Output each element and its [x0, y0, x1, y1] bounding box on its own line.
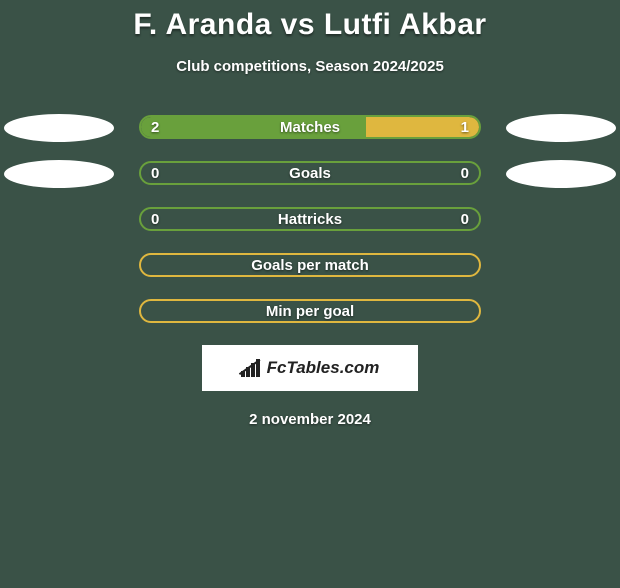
player-right-oval	[506, 160, 616, 188]
stat-label: Goals per match	[141, 255, 479, 275]
stat-label: Matches	[141, 117, 479, 137]
logo-text: FcTables.com	[267, 358, 380, 378]
stat-bar-track: 00Goals	[139, 161, 481, 185]
stat-bar-track: Min per goal	[139, 299, 481, 323]
stat-bar-track: 21Matches	[139, 115, 481, 139]
stat-row: 21Matches	[0, 115, 620, 141]
stat-row: 00Goals	[0, 161, 620, 187]
stat-bar-track: 00Hattricks	[139, 207, 481, 231]
page-title: F. Aranda vs Lutfi Akbar	[0, 8, 620, 42]
stat-label: Min per goal	[141, 301, 479, 321]
footer-date: 2 november 2024	[0, 411, 620, 428]
stats-container: 21Matches 00Goals 00Hattricks Goals per mat…	[0, 115, 620, 325]
stat-row: Min per goal	[0, 299, 620, 325]
player-right-oval	[506, 114, 616, 142]
stat-row: Goals per match	[0, 253, 620, 279]
logo-bars-icon	[241, 359, 263, 377]
stat-label: Hattricks	[141, 209, 479, 229]
logo-box: FcTables.com	[202, 345, 418, 391]
logo: FcTables.com	[241, 358, 380, 378]
stat-label: Goals	[141, 163, 479, 183]
subtitle: Club competitions, Season 2024/2025	[0, 58, 620, 75]
player-left-oval	[4, 114, 114, 142]
stat-bar-track: Goals per match	[139, 253, 481, 277]
stat-row: 00Hattricks	[0, 207, 620, 233]
player-left-oval	[4, 160, 114, 188]
